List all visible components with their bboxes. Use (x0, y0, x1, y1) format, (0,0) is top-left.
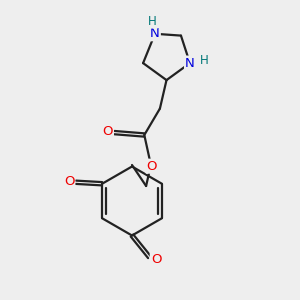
Text: O: O (147, 160, 157, 173)
Text: N: N (150, 27, 160, 40)
Text: H: H (200, 54, 209, 67)
Text: O: O (64, 175, 74, 188)
Text: N: N (185, 57, 195, 70)
Text: O: O (151, 253, 161, 266)
Text: O: O (103, 125, 113, 138)
Text: H: H (148, 15, 157, 28)
